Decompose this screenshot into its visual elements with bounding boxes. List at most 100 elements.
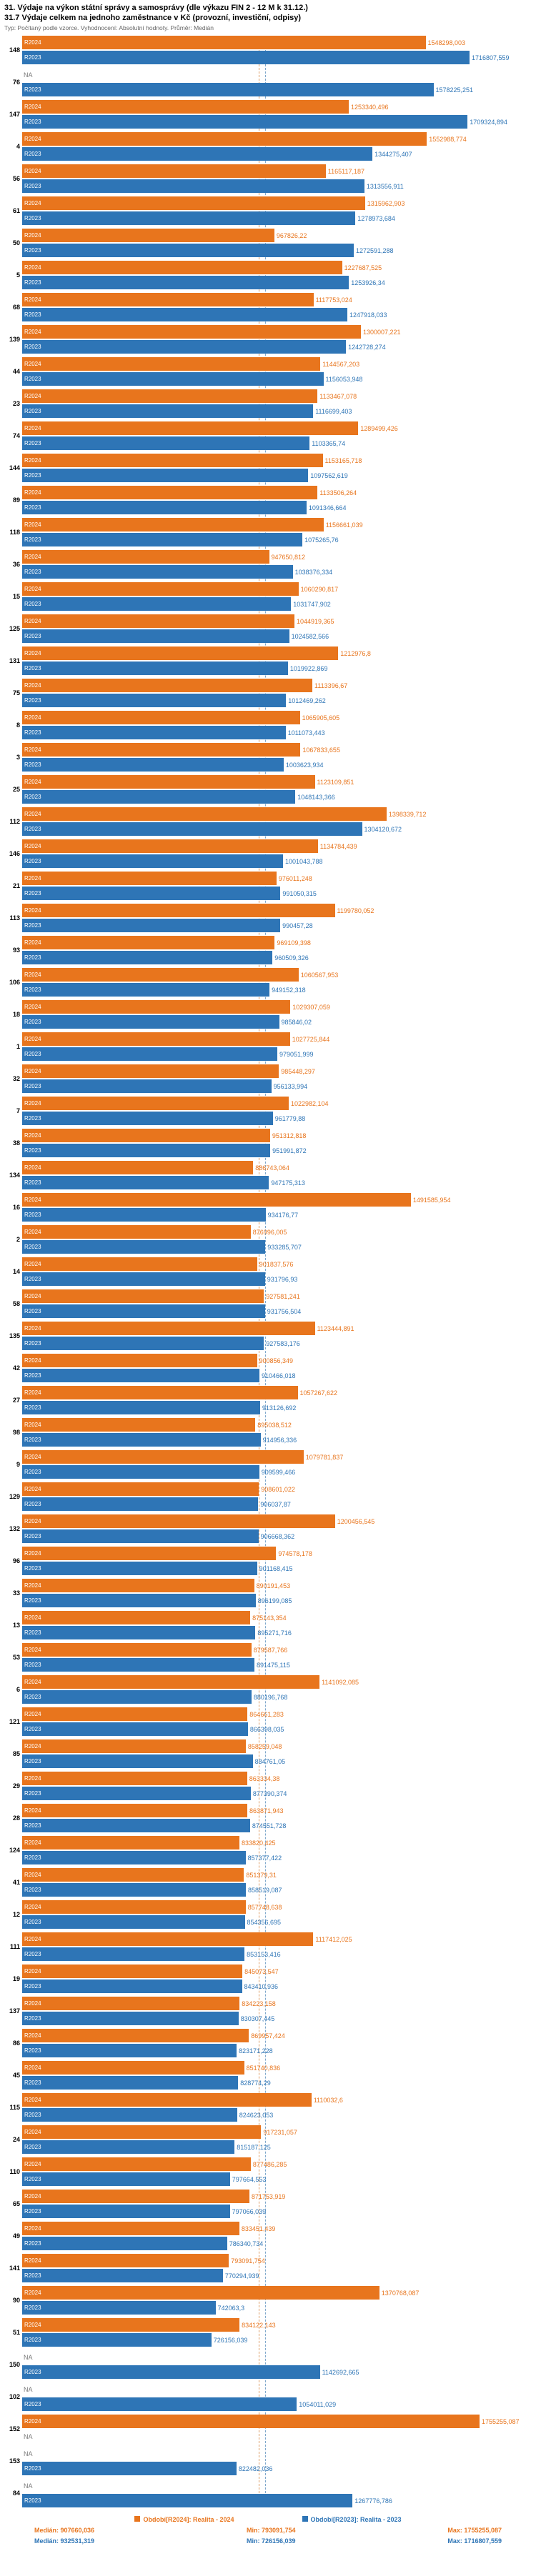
- bar-r2024: R2024: [22, 968, 299, 982]
- bar-series-label: R2023: [24, 2208, 41, 2215]
- chart-row: 27 R2024 1057267,622 R2023 913126,692: [0, 1386, 536, 1414]
- bar-value-label: 1315962,903: [367, 199, 405, 207]
- row-id-label: 33: [12, 1589, 20, 1597]
- bar-r2024: R2024: [22, 325, 361, 339]
- bar-r2024: R2024: [22, 2061, 244, 2075]
- bar-r2023: R2023: [22, 2301, 216, 2315]
- bar-value-label: 863871,943: [249, 1807, 284, 1814]
- bar-value-label: 863334,38: [249, 1774, 280, 1782]
- bar-series-label: R2024: [24, 2290, 41, 2296]
- bar-series-label: R2024: [24, 939, 41, 946]
- bar-series-label: R2023: [24, 1404, 41, 1411]
- chart-row: 110 R2024 877486,285 R2023 797664,553: [0, 2157, 536, 2186]
- bar-series-label: R2023: [24, 536, 41, 543]
- bar-series-label: R2024: [24, 136, 41, 142]
- bar-series-label: R2024: [24, 1775, 41, 1782]
- bar-r2024: R2024: [22, 1804, 247, 1817]
- chart-row: 56 R2024 1165117,187 R2023 1313556,911: [0, 164, 536, 193]
- bar-series-label: R2023: [24, 1501, 41, 1507]
- bar-value-label: 845073,547: [244, 1967, 279, 1975]
- bar-series-label: R2024: [24, 1936, 41, 1942]
- bar-value-label: 828774,29: [240, 2079, 271, 2087]
- bar-r2024: R2024: [22, 2286, 379, 2300]
- bar-series-label: R2023: [24, 2337, 41, 2343]
- bar-r2024: R2024: [22, 872, 277, 885]
- bar-r2023: R2023: [22, 1722, 248, 1736]
- bar-series-label: R2023: [24, 922, 41, 929]
- bar-series-label: R2024: [24, 1518, 41, 1524]
- bar-series-label: R2023: [24, 2240, 41, 2247]
- row-id-label: 41: [12, 1879, 20, 1886]
- bar-value-label: 884761,05: [254, 1757, 286, 1765]
- bar-series-label: R2023: [24, 2080, 41, 2086]
- bar-value-label: 1027725,844: [292, 1035, 330, 1043]
- row-id-label: 121: [9, 1718, 20, 1725]
- row-id-label: 51: [12, 2329, 20, 2336]
- bar-series-label: R2024: [24, 425, 41, 431]
- bar-r2024: R2024: [22, 389, 318, 403]
- bar-series-label: R2023: [24, 440, 41, 446]
- bar-value-label: 834223,158: [242, 2000, 276, 2007]
- legend-item-r2023: Období[R2023]: Realita - 2023: [302, 2516, 402, 2523]
- bar-value-label: 951991,872: [272, 1147, 307, 1154]
- bar-r2024: R2024: [22, 2222, 239, 2235]
- chart-row: 137 R2024 834223,158 R2023 830307,445: [0, 1997, 536, 2025]
- bar-value-label: 1133467,078: [319, 392, 357, 400]
- chart-row: 49 R2024 833451,439 R2023 786340,734: [0, 2222, 536, 2250]
- bar-value-label: 1011073,443: [287, 729, 325, 737]
- bar-value-label: 742063,3: [217, 2304, 245, 2312]
- bar-value-label: 1003623,934: [285, 761, 324, 769]
- bar-r2024: R2024: [22, 1643, 252, 1657]
- bar-r2023: R2023: [22, 404, 314, 418]
- bar-series-label: R2023: [24, 1179, 41, 1186]
- stat-median-r2024: Medián: 907660,036: [34, 2527, 95, 2534]
- bar-value-label: 1289499,426: [360, 424, 398, 432]
- bar-r2024: R2024: [22, 743, 301, 757]
- row-id-label: 110: [9, 2168, 20, 2175]
- bar-value-label: 797066,039: [232, 2207, 267, 2215]
- bar-value-label: 1022982,104: [291, 1099, 329, 1107]
- bar-value-label: 1054011,029: [299, 2400, 337, 2408]
- bar-series-label: R2023: [24, 1983, 41, 1990]
- bar-value-label: 985846,02: [281, 1018, 312, 1026]
- row-id-label: 12: [12, 1911, 20, 1918]
- bar-value-label: 1141092,085: [322, 1678, 359, 1686]
- row-id-label: 134: [9, 1172, 20, 1179]
- bar-value-label: 793091,754: [231, 2257, 265, 2265]
- chart-row: 150 NA R2023 1142692,665: [0, 2350, 536, 2379]
- bar-series-label: R2023: [24, 1308, 41, 1314]
- bar-r2023: R2023: [22, 758, 284, 772]
- stat-median-r2023: Medián: 932531,319: [34, 2537, 95, 2545]
- chart-row: 84 NA R2023 1267776,786: [0, 2479, 536, 2507]
- chart-row: 16 R2024 1491585,954 R2023 934176,77: [0, 1193, 536, 1222]
- bar-r2023: R2023: [22, 2108, 237, 2122]
- bar-r2023: R2023: [22, 1433, 261, 1447]
- row-id-label: 132: [9, 1525, 20, 1532]
- bar-value-label: 1133506,264: [319, 489, 357, 496]
- bar-value-label: 1755255,087: [482, 2417, 520, 2425]
- row-id-label: 61: [12, 207, 20, 214]
- bar-series-label: R2023: [24, 1244, 41, 1250]
- bar-r2023: R2023: [22, 2076, 239, 2090]
- bar-series-label: R2024: [24, 1164, 41, 1171]
- bar-r2024: R2024: [22, 775, 315, 789]
- chart-row: 112 R2024 1398339,712 R2023 1304120,672: [0, 807, 536, 836]
- bar-value-label: 797664,553: [232, 2175, 267, 2183]
- bar-r2024: R2024: [22, 839, 318, 853]
- bar-series-label: R2024: [24, 972, 41, 978]
- bar-r2024: R2024: [22, 1386, 298, 1399]
- bar-value-label: 1212976,8: [340, 649, 371, 657]
- bar-r2023: R2023: [22, 854, 283, 868]
- bar-value-label: 770294,939: [224, 2272, 259, 2280]
- bar-r2023: R2023: [22, 83, 434, 96]
- bar-value-label: 851740,836: [246, 2064, 281, 2072]
- bar-r2024: R2024: [22, 1097, 289, 1110]
- bar-value-label: 834122,143: [242, 2321, 276, 2329]
- bar-value-label: 858519,087: [248, 1886, 282, 1894]
- chart-row: 135 R2024 1123444,891 R2023 927583,176: [0, 1322, 536, 1350]
- bar-series-label: R2024: [24, 329, 41, 335]
- bar-r2023: R2023: [22, 1465, 259, 1479]
- bar-value-label: 851379,31: [246, 1871, 277, 1879]
- bar-r2024: R2024: [22, 1772, 247, 1785]
- bar-r2024: R2024: [22, 229, 274, 242]
